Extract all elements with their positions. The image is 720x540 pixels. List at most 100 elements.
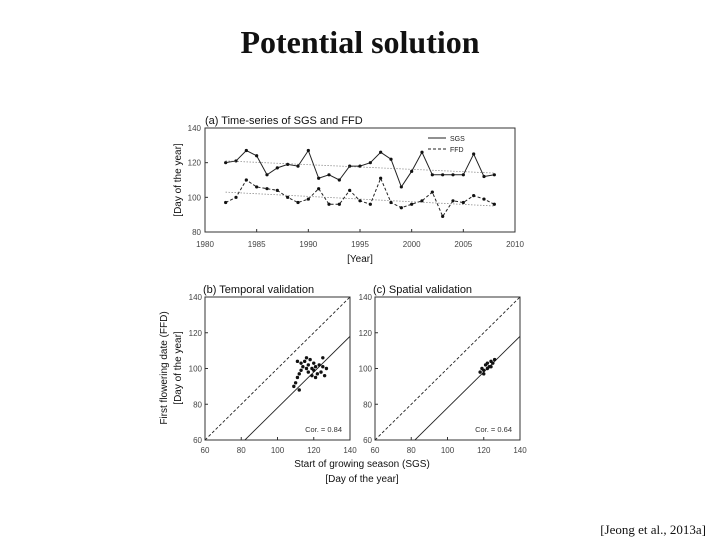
- data-point-sgs: [461, 173, 465, 177]
- scatter-point-b: [312, 361, 316, 365]
- scatter-point-b: [297, 372, 301, 376]
- data-point-sgs: [265, 173, 269, 177]
- data-point-ffd: [317, 187, 321, 191]
- data-point-sgs: [306, 148, 310, 153]
- x-axis-label-a: [Year]: [347, 254, 373, 265]
- data-point-ffd: [296, 200, 300, 205]
- data-point-ffd: [389, 200, 393, 205]
- y-tick-label-b: 60: [193, 436, 202, 445]
- scatter-point-b: [317, 363, 321, 367]
- scatter-point-b: [315, 372, 320, 376]
- scatter-point-b: [306, 370, 311, 374]
- panel-c-title: (c) Spatial validation: [373, 284, 472, 296]
- y-tick-label-c: 80: [363, 400, 372, 409]
- y-tick-label-b: 140: [189, 293, 203, 302]
- scatter-point-c: [485, 361, 490, 365]
- panel-c-spatial-validation: (c) Spatial validation 60 80 100 120 140 60 80 1…: [359, 284, 528, 455]
- y-tick-label-a: 80: [192, 228, 201, 237]
- scatter-point-b: [297, 388, 301, 392]
- data-point-sgs: [234, 159, 238, 163]
- data-point-ffd: [451, 199, 455, 203]
- series-line-sgs: [225, 149, 495, 189]
- data-point-ffd: [441, 214, 445, 218]
- series-line-ffd: [225, 176, 495, 218]
- scatter-point-b: [304, 366, 309, 371]
- x-tick-label-a: 1980: [196, 240, 214, 249]
- data-point-sgs: [430, 173, 434, 177]
- plot-frame-a: [204, 127, 516, 233]
- data-point-sgs: [255, 154, 259, 158]
- scatter-point-b: [299, 361, 303, 365]
- x-tick-label-a: 1995: [351, 240, 369, 249]
- data-point-ffd: [420, 199, 424, 203]
- data-point-sgs: [348, 164, 352, 168]
- y-axis-label-shared: First flowering date (FFD): [159, 311, 170, 424]
- x-tick-label-b: 60: [201, 446, 210, 455]
- scatter-point-c: [482, 368, 486, 372]
- x-tick-label-c: 120: [477, 446, 491, 455]
- citation: [Jeong et al., 2013a]: [600, 522, 706, 537]
- x-axis-sublabel-shared: [Day of the year]: [325, 474, 399, 485]
- y-tick-label-a: 120: [188, 159, 202, 168]
- y-tick-label-b: 80: [193, 400, 202, 409]
- data-point-ffd: [265, 187, 269, 191]
- data-point-sgs: [244, 148, 248, 153]
- data-point-ffd: [492, 202, 496, 206]
- data-point-sgs: [317, 176, 321, 180]
- scatter-point-b: [299, 368, 303, 372]
- x-tick-label-a: 1985: [248, 240, 266, 249]
- data-point-ffd: [482, 197, 486, 201]
- data-point-ffd: [306, 197, 310, 201]
- scatter-point-b: [292, 384, 296, 389]
- data-point-sgs: [410, 169, 414, 173]
- data-point-ffd: [224, 200, 228, 205]
- data-point-sgs: [399, 185, 403, 189]
- panel-b-temporal-validation: (b) Temporal validation 60 80 100 120 140 60 80…: [189, 284, 358, 455]
- scatter-point-b: [312, 368, 316, 372]
- data-point-ffd: [337, 202, 341, 206]
- scatter-point-b: [304, 356, 309, 360]
- x-axis-label-shared: Start of growing season (SGS): [294, 459, 430, 470]
- x-tick-label-c: 100: [441, 446, 455, 455]
- trend-line-ffd: [225, 191, 495, 207]
- panel-a-time-series: (a) Time-series of SGS and FFD 1980 1985 19…: [173, 115, 524, 265]
- scatter-point-b: [324, 366, 329, 371]
- x-tick-label-b: 100: [271, 446, 285, 455]
- scatter-point-c: [491, 361, 495, 365]
- data-point-sgs: [451, 173, 455, 177]
- scatter-point-c: [492, 357, 497, 362]
- data-point-sgs: [286, 162, 290, 166]
- scatter-point-b: [306, 363, 311, 367]
- y-axis-label-a: [Day of the year]: [173, 143, 184, 217]
- x-tick-label-c: 60: [371, 446, 380, 455]
- y-tick-label-a: 140: [188, 124, 202, 133]
- legend-label-sgs: SGS: [450, 136, 465, 143]
- fit-line-b: [244, 336, 350, 440]
- data-point-ffd: [286, 195, 290, 199]
- data-point-ffd: [368, 202, 372, 206]
- data-point-sgs: [472, 152, 476, 156]
- scatter-point-b: [308, 357, 312, 362]
- data-point-ffd: [358, 199, 362, 203]
- scatter-point-b: [313, 365, 318, 369]
- data-point-sgs: [224, 161, 228, 165]
- panel-a-title: (a) Time-series of SGS and FFD: [205, 115, 363, 127]
- data-point-ffd: [461, 200, 465, 205]
- data-point-sgs: [389, 157, 393, 161]
- data-point-sgs: [327, 173, 331, 177]
- y-tick-label-c: 100: [359, 365, 373, 374]
- scatter-point-b: [293, 381, 298, 385]
- data-point-ffd: [399, 206, 403, 210]
- x-tick-label-c: 80: [407, 446, 416, 455]
- scatter-point-b: [322, 373, 327, 378]
- scatter-point-b: [321, 356, 325, 360]
- correlation-label-c: Cor. = 0.64: [475, 425, 512, 434]
- y-tick-label-b: 120: [189, 329, 203, 338]
- y-tick-label-b: 100: [189, 365, 203, 374]
- scatter-point-c: [478, 370, 482, 374]
- data-point-sgs: [368, 161, 372, 165]
- scatter-point-b: [301, 365, 305, 369]
- data-point-ffd: [327, 202, 331, 206]
- y-axis-sublabel-shared: [Day of the year]: [173, 331, 184, 405]
